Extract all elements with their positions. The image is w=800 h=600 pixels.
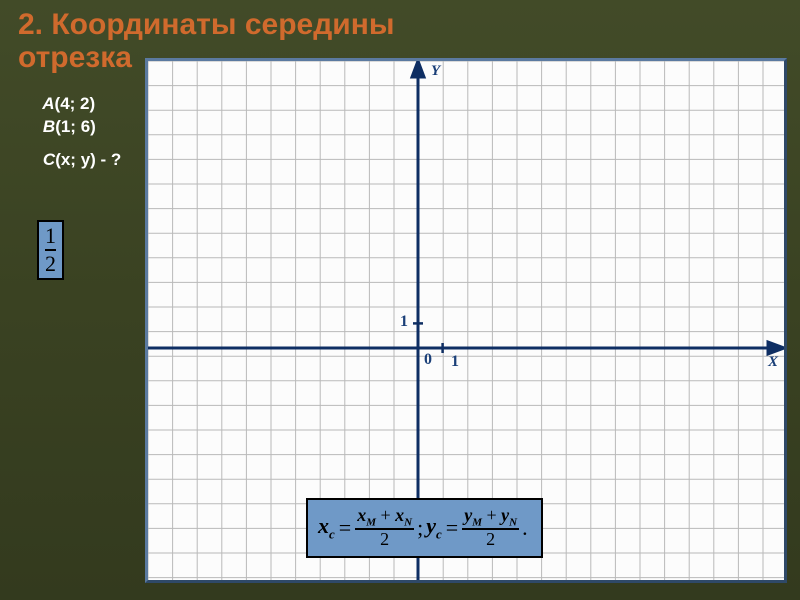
coordinate-plane: Y X 0 1 1 xc = xM + xN 2 ; yc = yM + yN bbox=[145, 58, 787, 583]
xc-lhs: xc bbox=[318, 513, 335, 542]
period: . bbox=[522, 515, 528, 541]
eq1: = bbox=[339, 515, 351, 541]
x-tick-1: 1 bbox=[451, 353, 459, 371]
point-c: C(x; y) - ? bbox=[24, 130, 121, 190]
point-c-label: C bbox=[43, 150, 55, 169]
y-tick-1: 1 bbox=[400, 313, 408, 331]
slide: 2. Координаты серединыотрезка A(4; 2) B(… bbox=[0, 0, 800, 600]
eq2: = bbox=[446, 515, 458, 541]
y-axis-label: Y bbox=[431, 63, 440, 80]
yc-fraction: yM + yN 2 bbox=[462, 506, 519, 550]
fraction-box-left: 1 2 bbox=[37, 220, 64, 280]
formula-box: xc = xM + xN 2 ; yc = yM + yN 2 . bbox=[306, 498, 543, 558]
separator: ; bbox=[417, 515, 423, 541]
point-c-coords: (x; y) - ? bbox=[55, 150, 121, 169]
fraction-left-den: 2 bbox=[45, 253, 56, 275]
fraction-left-num: 1 bbox=[45, 225, 56, 247]
x-axis-label: X bbox=[768, 354, 778, 371]
origin-label: 0 bbox=[424, 351, 432, 369]
formula-row: xc = xM + xN 2 ; yc = yM + yN 2 . bbox=[318, 506, 531, 550]
yc-lhs: yc bbox=[426, 513, 442, 542]
xc-fraction: xM + xN 2 bbox=[355, 506, 414, 550]
